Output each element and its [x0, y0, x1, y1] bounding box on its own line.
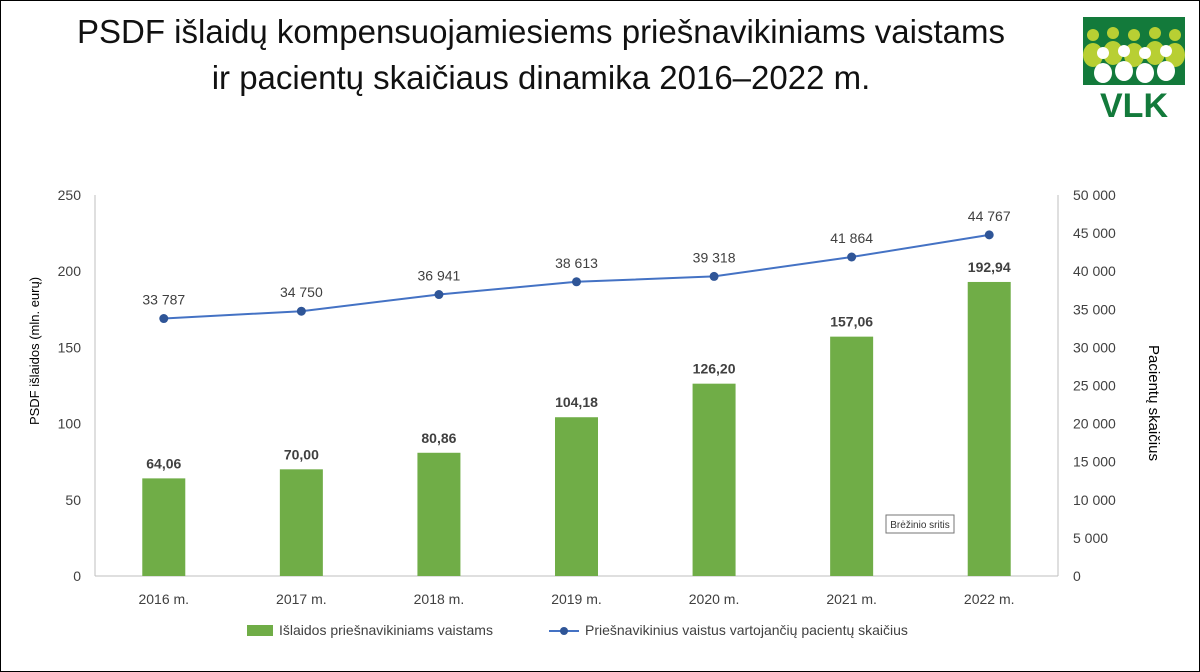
- bar-data-label: 157,06: [830, 314, 873, 330]
- bar-data-label: 126,20: [693, 361, 736, 377]
- line-point: [296, 306, 306, 316]
- x-tick-label: 2022 m.: [964, 591, 1015, 607]
- line-point: [847, 252, 857, 262]
- legend-bar-label: Išlaidos priešnavikiniams vaistams: [279, 622, 493, 638]
- y-right-tick-label: 40 000: [1073, 263, 1116, 279]
- line-data-label: 38 613: [555, 255, 598, 271]
- tooltip-text: Brėžinio sritis: [890, 520, 949, 531]
- y-right-tick-label: 25 000: [1073, 378, 1116, 394]
- y-right-tick-label: 5 000: [1073, 530, 1108, 546]
- bar-data-label: 104,18: [555, 394, 598, 410]
- x-tick-label: 2016 m.: [138, 591, 189, 607]
- bar: [417, 452, 461, 576]
- y-right-tick-label: 45 000: [1073, 225, 1116, 241]
- vlk-logo-text: VLK: [1100, 87, 1168, 123]
- line-data-label: 34 750: [280, 284, 323, 300]
- y-left-tick-label: 100: [58, 416, 82, 432]
- bar: [279, 469, 323, 576]
- x-tick-label: 2021 m.: [826, 591, 877, 607]
- line-point: [159, 314, 169, 324]
- line-point: [984, 230, 994, 240]
- x-tick-label: 2019 m.: [551, 591, 602, 607]
- bar: [555, 417, 598, 576]
- bar: [830, 336, 874, 576]
- y-right-tick-label: 30 000: [1073, 339, 1116, 355]
- x-tick-label: 2020 m.: [689, 591, 740, 607]
- y-left-tick-label: 0: [73, 568, 81, 584]
- bar-data-label: 80,86: [421, 430, 456, 446]
- bar-data-label: 192,94: [968, 259, 1011, 275]
- line-point: [709, 271, 719, 281]
- title-line-1: PSDF išlaidų kompensuojamiesiems priešna…: [77, 13, 1005, 50]
- legend-line-marker: [560, 627, 568, 635]
- slide-title: PSDF išlaidų kompensuojamiesiems priešna…: [41, 9, 1041, 101]
- y-right-tick-label: 0: [1073, 568, 1081, 584]
- plot-area-tooltip: Brėžinio sritis: [885, 514, 955, 534]
- y-right-tick-label: 50 000: [1073, 187, 1116, 203]
- y-right-tick-label: 35 000: [1073, 301, 1116, 317]
- x-tick-label: 2018 m.: [414, 591, 465, 607]
- line-data-label: 44 767: [968, 208, 1011, 224]
- x-tick-label: 2017 m.: [276, 591, 327, 607]
- y-left-tick-label: 50: [65, 492, 81, 508]
- y-left-tick-label: 150: [58, 339, 82, 355]
- y-left-tick-label: 250: [58, 187, 82, 203]
- legend-bar-swatch: [247, 625, 273, 636]
- patients-series-line: [163, 233, 990, 320]
- vlk-logo: VLK: [1079, 13, 1189, 123]
- y-right-tick-label: 15 000: [1073, 454, 1116, 470]
- line-data-label: 39 318: [693, 249, 736, 265]
- y-left-axis-title: PSDF išlaidos (mln. eurų): [27, 277, 42, 425]
- title-line-2: ir pacientų skaičiaus dinamika 2016–2022…: [211, 59, 871, 96]
- line-data-label: 41 864: [830, 230, 873, 246]
- bar: [142, 478, 186, 576]
- y-left-tick-label: 200: [58, 263, 82, 279]
- y-right-axis-title: Pacientų skaičius: [1145, 345, 1162, 461]
- bar-data-label: 70,00: [284, 446, 319, 462]
- line-data-label: 36 941: [418, 268, 461, 284]
- line-point: [572, 277, 581, 287]
- bar-data-label: 64,06: [146, 455, 181, 471]
- y-right-tick-label: 10 000: [1073, 492, 1116, 508]
- legend-line-label: Priešnavikinius vaistus vartojančių paci…: [585, 622, 908, 638]
- line-data-label: 33 787: [142, 292, 185, 308]
- line-point: [434, 290, 444, 300]
- bar: [692, 383, 736, 576]
- bar: [967, 281, 1011, 576]
- y-right-tick-label: 20 000: [1073, 416, 1116, 432]
